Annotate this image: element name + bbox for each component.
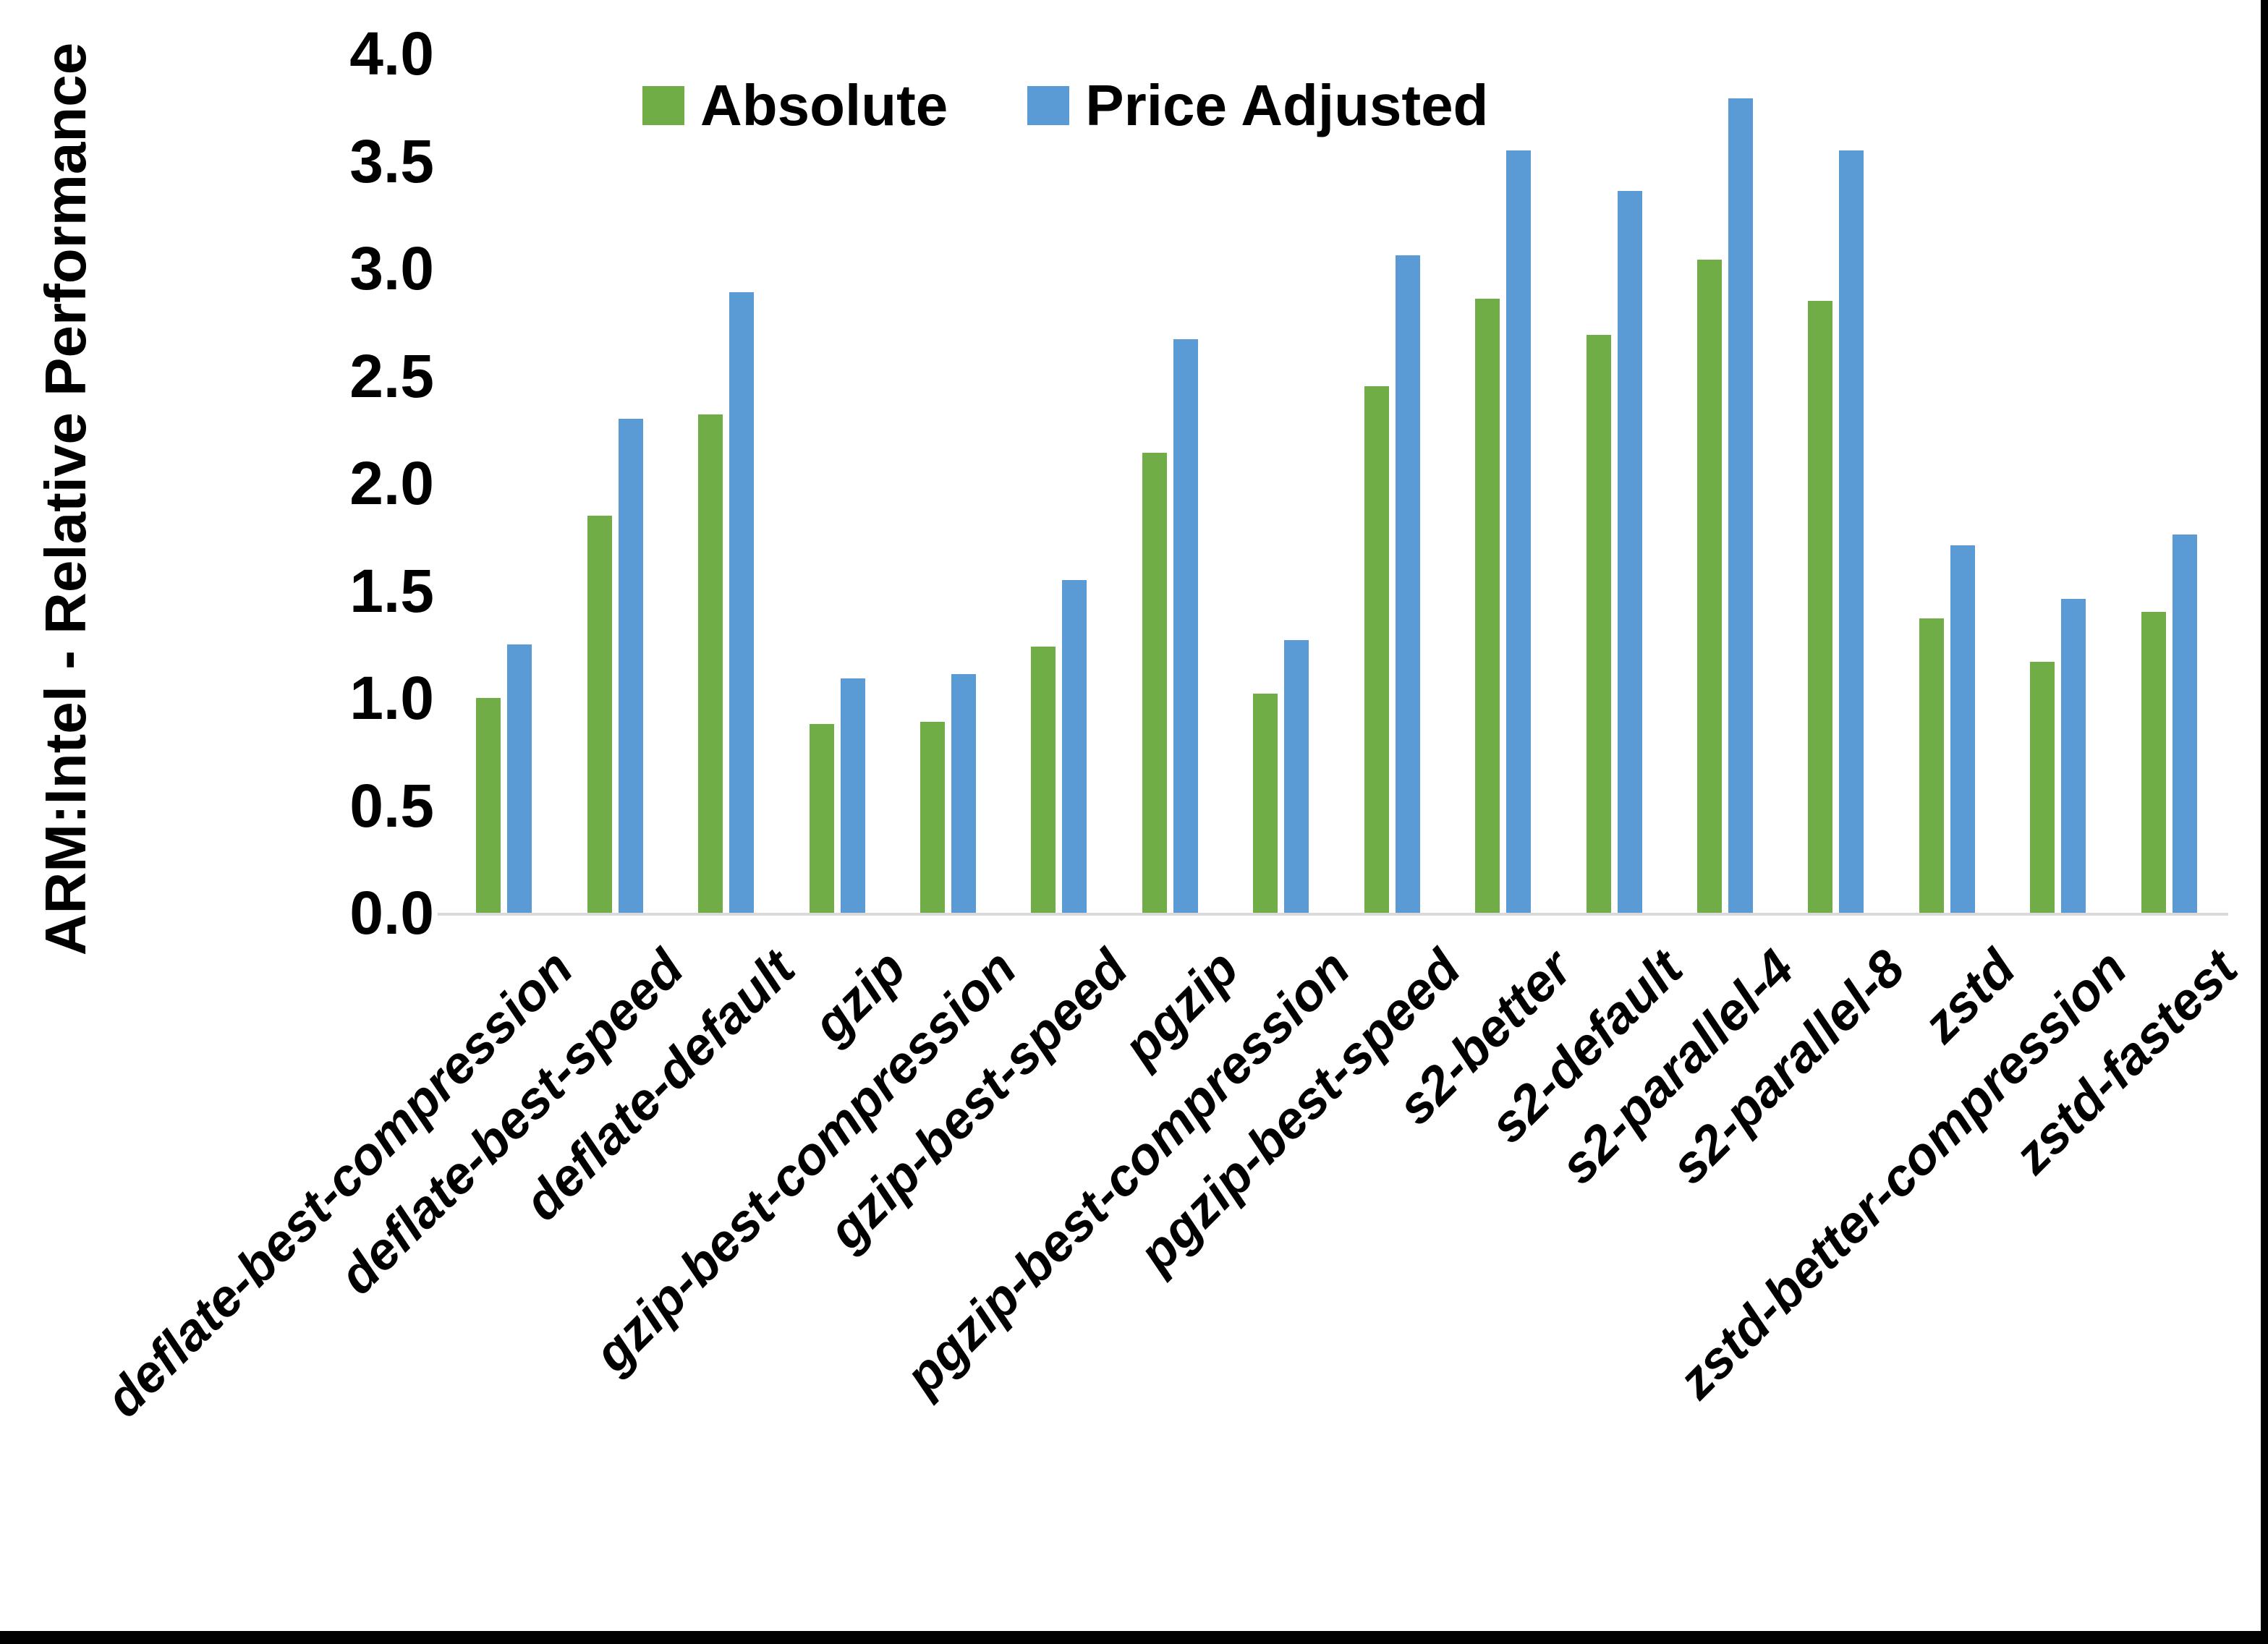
bar-absolute-deflate-default xyxy=(698,414,723,913)
y-tick-label: 2.0 xyxy=(349,449,434,517)
legend: Absolute Price Adjusted xyxy=(642,72,1488,139)
bar-absolute-s2-parallel-8 xyxy=(1808,301,1832,913)
bar-absolute-zstd-better-compression xyxy=(2030,662,2055,913)
screenshot-bottom-border xyxy=(0,1631,2268,1644)
bar-absolute-s2-default xyxy=(1587,335,1611,913)
bar-absolute-pgzip-best-compression xyxy=(1253,694,1278,913)
bar-price-adjusted-deflate-default xyxy=(729,292,754,913)
bar-price-adjusted-zstd-better-compression xyxy=(2061,599,2086,913)
bar-price-adjusted-deflate-best-speed xyxy=(619,419,643,913)
y-tick-label: 3.5 xyxy=(349,127,434,195)
bar-absolute-gzip-best-compression xyxy=(920,722,945,913)
bar-price-adjusted-s2-better xyxy=(1506,150,1531,913)
y-tick-label: 2.5 xyxy=(349,341,434,410)
legend-item-price-adjusted: Price Adjusted xyxy=(1027,72,1488,139)
bar-price-adjusted-s2-parallel-8 xyxy=(1839,150,1864,913)
bar-absolute-zstd-fastest xyxy=(2141,612,2166,913)
legend-item-absolute: Absolute xyxy=(642,72,948,139)
bar-price-adjusted-gzip-best-speed xyxy=(1062,580,1087,913)
bar-absolute-zstd xyxy=(1919,618,1944,913)
bar-absolute-pgzip-best-speed xyxy=(1364,386,1389,913)
legend-label-absolute: Absolute xyxy=(700,73,948,137)
bar-absolute-pgzip xyxy=(1142,453,1167,913)
bar-absolute-deflate-best-compression xyxy=(476,698,501,913)
y-tick-label: 1.5 xyxy=(349,556,434,625)
bar-absolute-s2-parallel-4 xyxy=(1697,260,1722,913)
bar-price-adjusted-gzip xyxy=(841,678,865,913)
legend-label-price-adjusted: Price Adjusted xyxy=(1085,73,1489,137)
bar-price-adjusted-zstd-fastest xyxy=(2173,534,2197,913)
legend-swatch-absolute-icon xyxy=(642,86,684,125)
y-axis-title: ARM:Intel - Relative Performance xyxy=(33,42,98,956)
x-axis-line xyxy=(438,913,2228,916)
bar-absolute-deflate-best-speed xyxy=(587,516,612,913)
y-tick-label: 4.0 xyxy=(349,20,434,88)
legend-swatch-price-adjusted-icon xyxy=(1027,86,1070,125)
y-tick-label: 3.0 xyxy=(349,234,434,302)
bar-price-adjusted-gzip-best-compression xyxy=(951,674,976,913)
bar-price-adjusted-pgzip-best-speed xyxy=(1396,255,1420,913)
bar-price-adjusted-s2-parallel-4 xyxy=(1728,98,1753,913)
bar-price-adjusted-deflate-best-compression xyxy=(507,644,532,913)
bar-price-adjusted-zstd xyxy=(1950,545,1975,913)
bar-absolute-gzip-best-speed xyxy=(1031,647,1056,913)
bar-absolute-s2-better xyxy=(1475,299,1500,913)
bar-absolute-gzip xyxy=(810,724,834,913)
y-tick-label: 1.0 xyxy=(349,664,434,732)
bar-price-adjusted-pgzip xyxy=(1173,339,1198,913)
screenshot-right-border xyxy=(2261,0,2268,1644)
bar-price-adjusted-pgzip-best-compression xyxy=(1284,640,1309,913)
y-tick-label: 0.5 xyxy=(349,771,434,840)
y-tick-label: 0.0 xyxy=(349,879,434,947)
bar-price-adjusted-s2-default xyxy=(1618,191,1642,913)
